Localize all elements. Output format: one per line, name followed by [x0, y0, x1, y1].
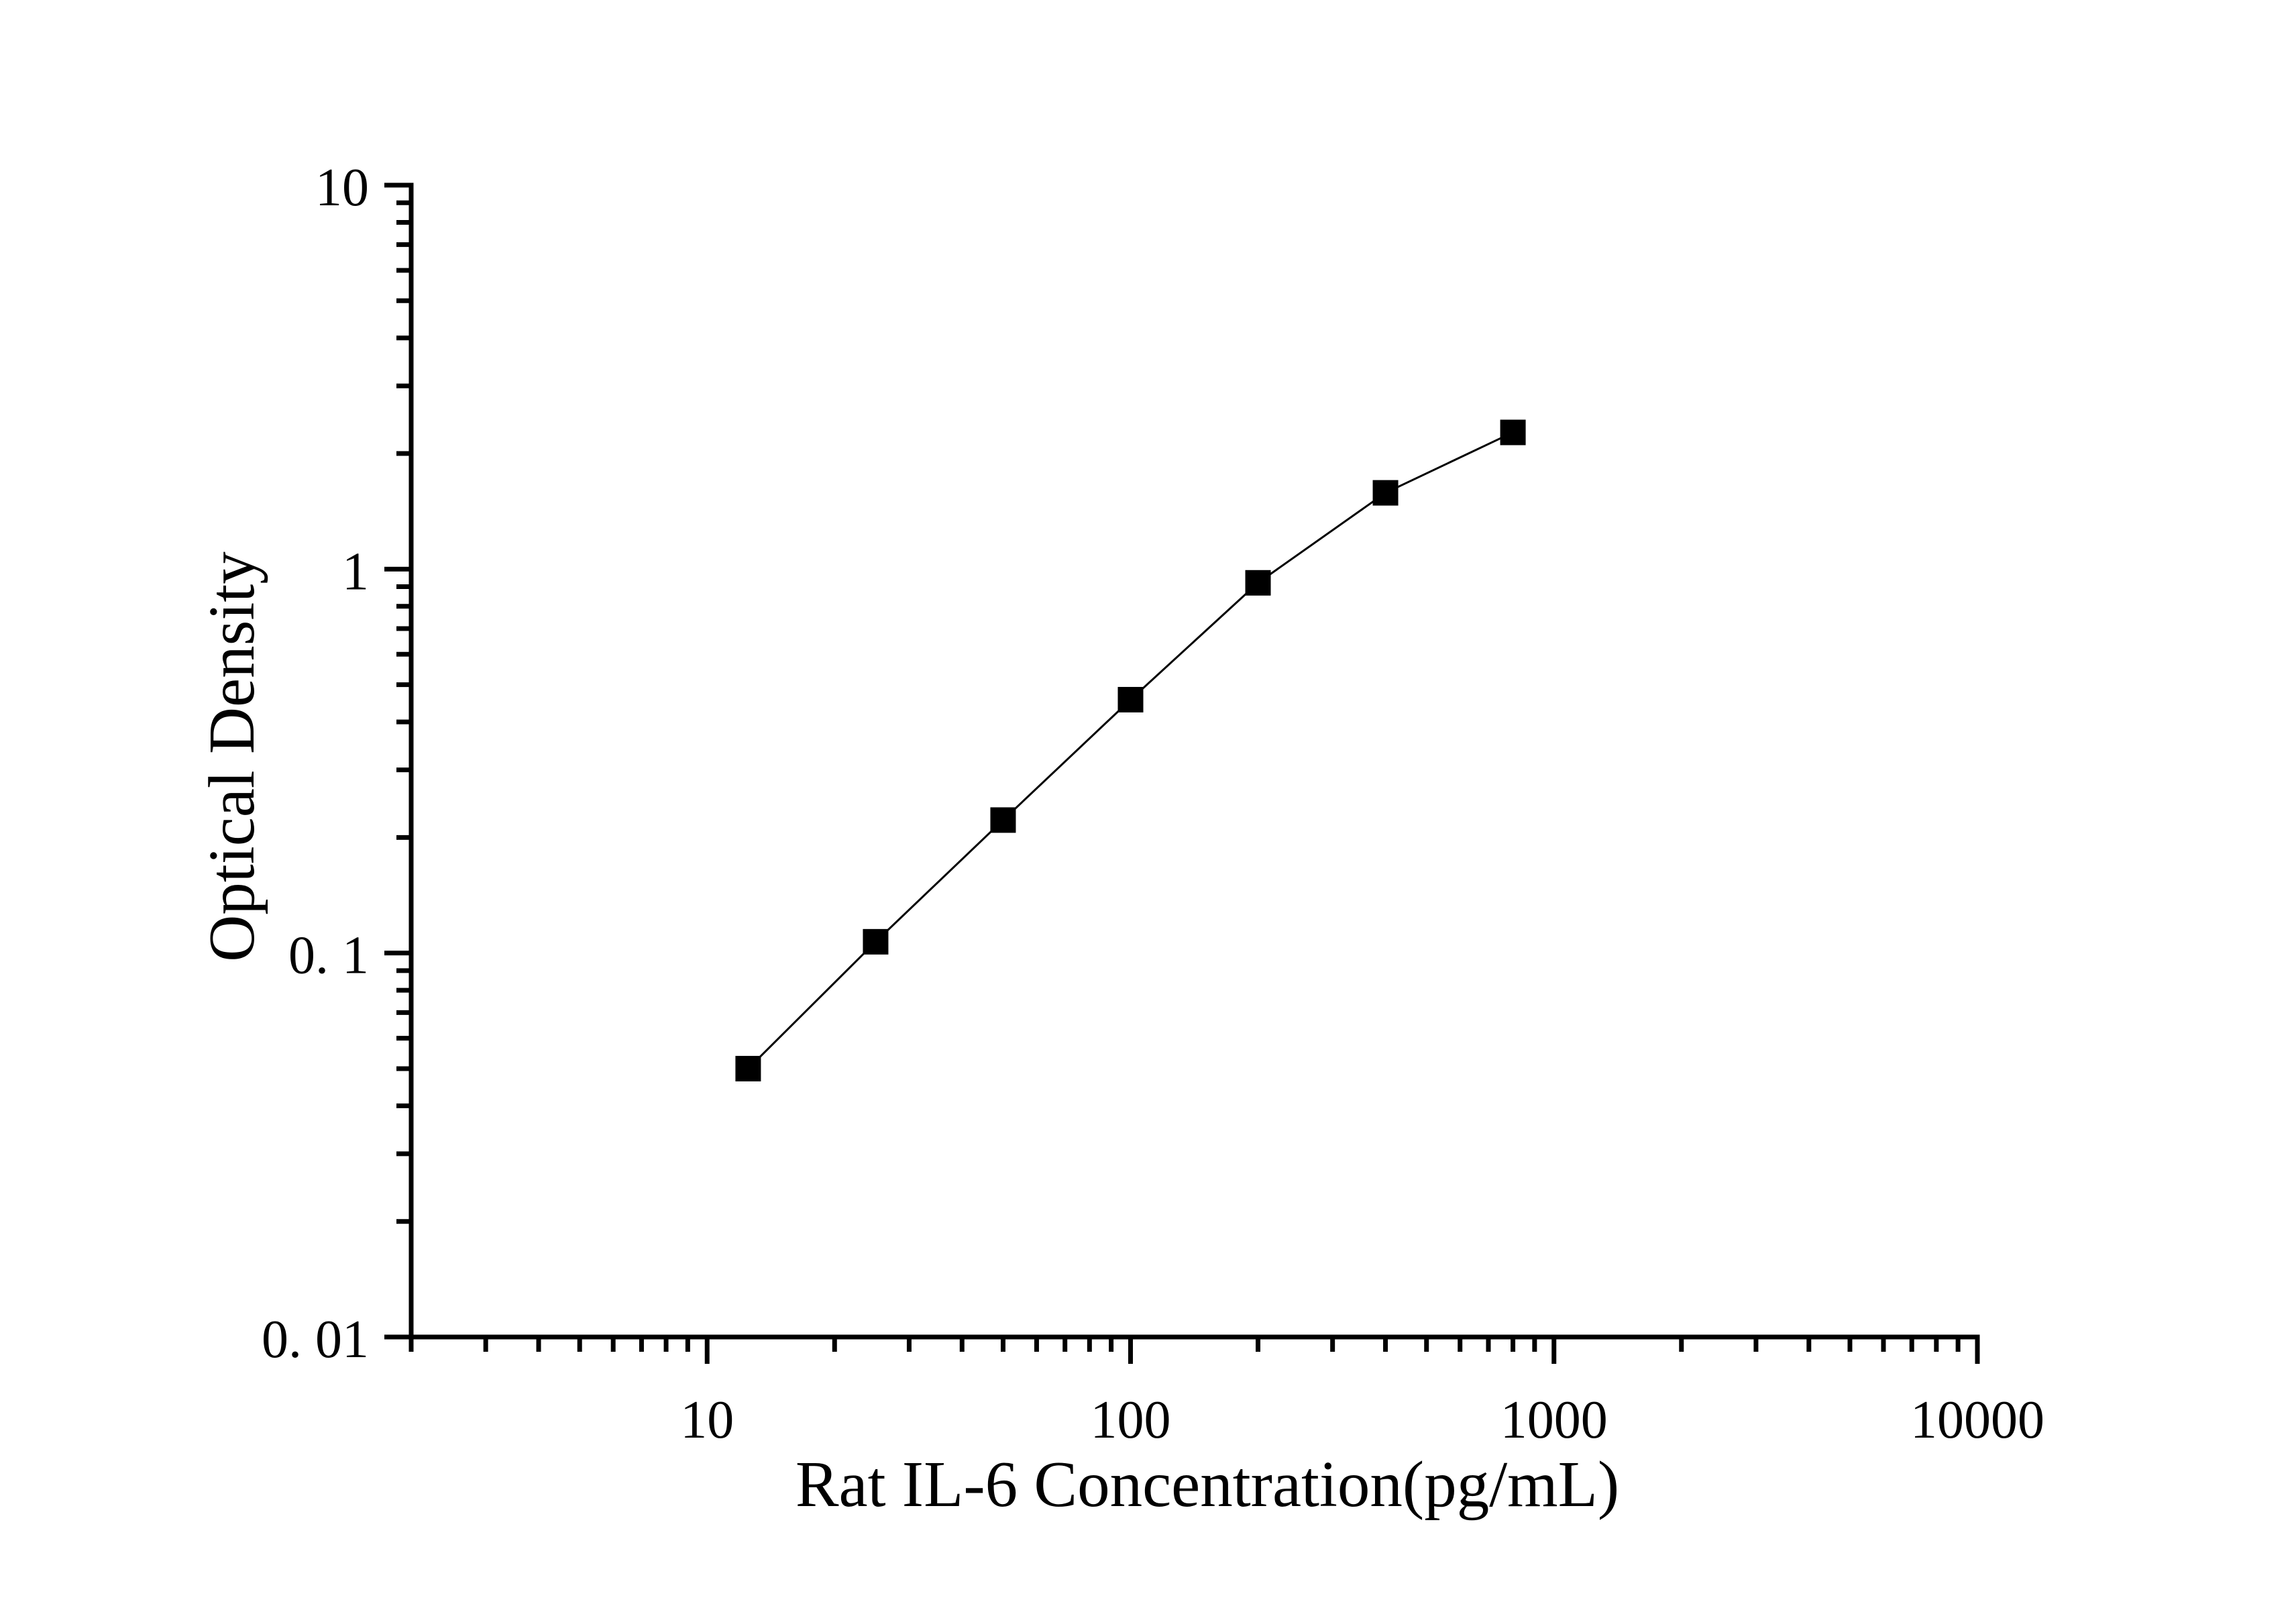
- x-tick-label: 10000: [1910, 1391, 2044, 1450]
- data-point-marker: [1500, 419, 1526, 445]
- data-series: [735, 419, 1526, 1081]
- axes-spines: [408, 182, 1980, 1340]
- data-point-marker: [863, 928, 889, 955]
- y-tick-label: 1: [342, 542, 369, 601]
- x-tick-label: 10: [680, 1391, 734, 1450]
- y-tick-label: 10: [315, 158, 369, 217]
- axis-ticks: [384, 182, 1980, 1364]
- x-tick-label: 100: [1090, 1391, 1170, 1450]
- data-point-marker: [1245, 570, 1271, 596]
- data-series-line: [747, 431, 1514, 1070]
- y-axis-label: Optical Density: [196, 551, 268, 962]
- y-tick-label: 0. 1: [288, 926, 369, 985]
- data-point-marker: [990, 807, 1016, 833]
- data-point-marker: [1372, 480, 1399, 506]
- data-point-marker: [735, 1055, 761, 1081]
- y-tick-label: 0. 01: [262, 1310, 369, 1369]
- x-axis-label: Rat IL-6 Concentration(pg/mL): [796, 1448, 1619, 1520]
- axis-tick-labels: 10 100 1000 10000 10 1 0. 1 0. 01: [262, 158, 2044, 1450]
- data-point-marker: [1117, 686, 1144, 712]
- x-tick-label: 1000: [1500, 1391, 1608, 1450]
